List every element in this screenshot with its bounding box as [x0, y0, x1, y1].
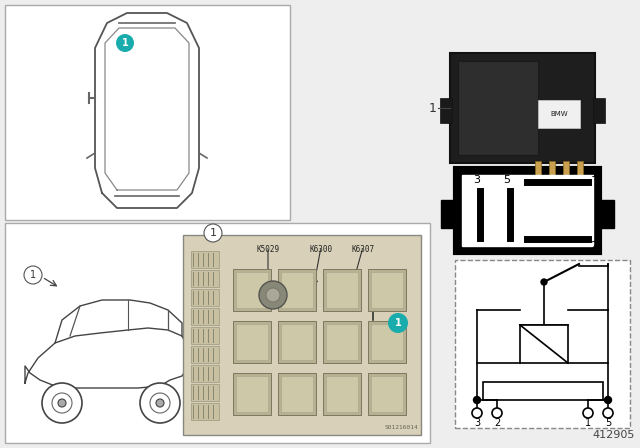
Bar	[191, 346, 219, 363]
Bar	[281, 376, 313, 412]
Bar	[450, 53, 595, 163]
Circle shape	[204, 224, 222, 242]
Bar	[520, 325, 568, 363]
Circle shape	[150, 393, 170, 413]
Bar	[281, 324, 313, 360]
Bar	[323, 321, 361, 363]
Circle shape	[259, 281, 287, 309]
Bar	[191, 251, 219, 268]
Bar	[577, 161, 583, 175]
Bar	[5, 5, 290, 220]
Bar	[278, 373, 316, 415]
Bar	[483, 382, 603, 400]
Circle shape	[266, 288, 280, 302]
Circle shape	[388, 313, 408, 333]
Bar	[441, 200, 455, 228]
Circle shape	[116, 34, 134, 52]
Bar	[5, 223, 430, 443]
Text: 3: 3	[474, 175, 481, 185]
Bar	[563, 161, 569, 175]
Text: 1: 1	[30, 270, 36, 280]
Bar	[371, 272, 403, 308]
Bar	[440, 98, 452, 123]
Text: K5029: K5029	[257, 245, 280, 254]
Circle shape	[140, 383, 180, 423]
Text: K6307: K6307	[351, 245, 374, 254]
Bar	[326, 272, 358, 308]
Bar	[191, 289, 219, 306]
Circle shape	[605, 396, 611, 404]
Bar	[191, 327, 219, 344]
Bar	[462, 175, 593, 246]
Text: 5: 5	[605, 418, 611, 428]
Text: S01216014: S01216014	[384, 425, 418, 430]
Bar	[191, 365, 219, 382]
Bar	[236, 272, 268, 308]
Circle shape	[58, 399, 66, 407]
Bar	[593, 98, 605, 123]
Circle shape	[474, 396, 481, 404]
Bar	[236, 324, 268, 360]
Text: 1: 1	[122, 38, 129, 48]
Bar	[191, 403, 219, 420]
Circle shape	[24, 266, 42, 284]
Bar	[535, 161, 541, 175]
Text: 2: 2	[591, 241, 598, 251]
Text: 1: 1	[395, 318, 401, 328]
Bar	[371, 324, 403, 360]
Text: 3: 3	[474, 418, 480, 428]
Circle shape	[42, 383, 82, 423]
Bar	[549, 161, 555, 175]
Circle shape	[492, 408, 502, 418]
Bar	[600, 200, 614, 228]
Bar	[538, 100, 580, 128]
Text: 1: 1	[209, 228, 216, 238]
Bar	[233, 373, 271, 415]
Text: 1: 1	[591, 169, 598, 179]
Circle shape	[156, 399, 164, 407]
Bar	[455, 260, 630, 428]
Bar	[183, 235, 421, 435]
Bar	[233, 321, 271, 363]
Bar	[455, 168, 600, 253]
Text: K6300: K6300	[309, 245, 333, 254]
Bar	[368, 321, 406, 363]
Bar	[368, 269, 406, 311]
Bar	[191, 384, 219, 401]
Bar	[326, 376, 358, 412]
Bar	[233, 269, 271, 311]
Bar	[323, 373, 361, 415]
Circle shape	[472, 408, 482, 418]
Text: 2: 2	[494, 418, 500, 428]
Bar	[191, 308, 219, 325]
Text: 5: 5	[504, 175, 511, 185]
Text: 1: 1	[585, 418, 591, 428]
Bar	[278, 321, 316, 363]
Circle shape	[541, 279, 547, 285]
Bar	[191, 270, 219, 287]
Circle shape	[583, 408, 593, 418]
Circle shape	[603, 408, 613, 418]
Circle shape	[52, 393, 72, 413]
Bar	[368, 373, 406, 415]
Text: BMW: BMW	[550, 111, 568, 117]
Bar	[458, 61, 538, 155]
Bar	[236, 376, 268, 412]
Bar	[278, 269, 316, 311]
Bar	[371, 376, 403, 412]
Text: 412905: 412905	[593, 430, 635, 440]
Bar	[281, 272, 313, 308]
Bar	[323, 269, 361, 311]
Bar	[326, 324, 358, 360]
Text: 1: 1	[429, 102, 437, 115]
